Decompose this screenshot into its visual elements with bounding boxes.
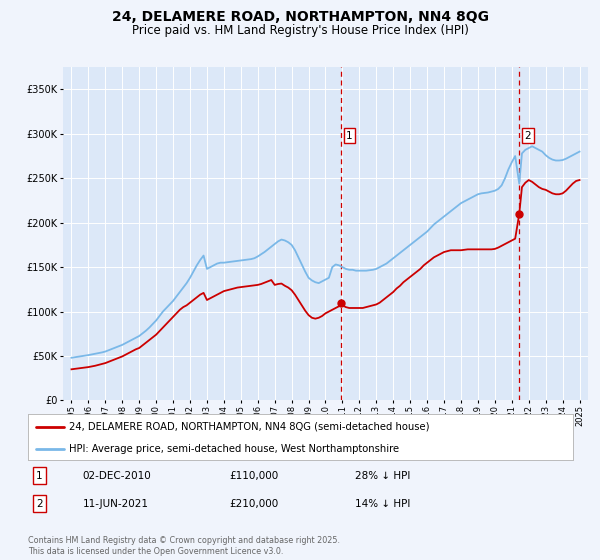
- Text: Price paid vs. HM Land Registry's House Price Index (HPI): Price paid vs. HM Land Registry's House …: [131, 24, 469, 37]
- Text: £110,000: £110,000: [230, 470, 279, 480]
- Text: 11-JUN-2021: 11-JUN-2021: [83, 498, 149, 508]
- Text: 2: 2: [524, 130, 531, 141]
- Text: £210,000: £210,000: [230, 498, 279, 508]
- Text: 24, DELAMERE ROAD, NORTHAMPTON, NN4 8QG (semi-detached house): 24, DELAMERE ROAD, NORTHAMPTON, NN4 8QG …: [69, 422, 430, 432]
- Text: HPI: Average price, semi-detached house, West Northamptonshire: HPI: Average price, semi-detached house,…: [69, 444, 399, 454]
- Text: 1: 1: [36, 470, 43, 480]
- Text: 28% ↓ HPI: 28% ↓ HPI: [355, 470, 410, 480]
- Text: 14% ↓ HPI: 14% ↓ HPI: [355, 498, 410, 508]
- Text: 24, DELAMERE ROAD, NORTHAMPTON, NN4 8QG: 24, DELAMERE ROAD, NORTHAMPTON, NN4 8QG: [112, 10, 488, 24]
- Text: 2: 2: [36, 498, 43, 508]
- Text: Contains HM Land Registry data © Crown copyright and database right 2025.
This d: Contains HM Land Registry data © Crown c…: [28, 536, 340, 556]
- Text: 1: 1: [346, 130, 353, 141]
- Text: 02-DEC-2010: 02-DEC-2010: [83, 470, 151, 480]
